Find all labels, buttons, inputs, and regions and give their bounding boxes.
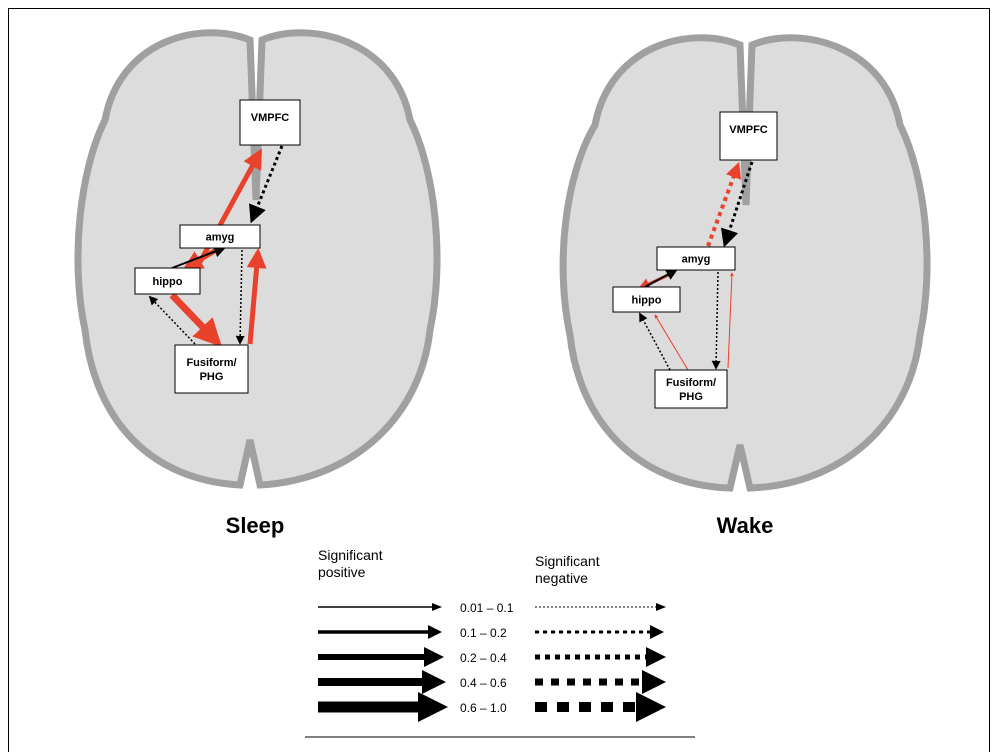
node: amyg xyxy=(180,225,260,248)
node: Fusiform/PHG xyxy=(175,345,248,393)
node-label: VMPFC xyxy=(729,124,768,136)
figure: VMPFC amyg hippo Fusiform/PHG VMPFC amyg hippo… xyxy=(0,0,998,752)
node: VMPFC xyxy=(240,100,300,145)
legend-heading: positive xyxy=(318,564,366,580)
node-label: VMPFC xyxy=(251,112,290,124)
node: hippo xyxy=(613,287,680,312)
legend-heading: Significant xyxy=(318,547,383,563)
node: amyg xyxy=(657,247,735,270)
panel-title: Sleep xyxy=(226,513,285,538)
legend-range: 0.01 – 0.1 xyxy=(460,601,514,615)
node: Fusiform/PHG xyxy=(655,370,727,408)
node-label: hippo xyxy=(632,295,662,307)
node-box xyxy=(720,112,777,160)
node-label: amyg xyxy=(206,232,235,244)
node-label: hippo xyxy=(153,276,183,288)
node-box xyxy=(175,345,248,393)
legend-heading: negative xyxy=(535,570,588,586)
node-label: Fusiform/ xyxy=(186,357,236,369)
node-label: PHG xyxy=(679,391,703,403)
node-label: Fusiform/ xyxy=(666,377,716,389)
brain-wake xyxy=(563,38,927,488)
legend-range: 0.4 – 0.6 xyxy=(460,676,507,690)
legend-range: 0.2 – 0.4 xyxy=(460,651,507,665)
node-label: PHG xyxy=(200,371,224,383)
panel-title: Wake xyxy=(717,513,774,538)
legend-range: 0.1 – 0.2 xyxy=(460,626,507,640)
legend-heading: Significant xyxy=(535,553,600,569)
node: hippo xyxy=(135,268,200,294)
node-label: amyg xyxy=(682,254,711,266)
node: VMPFC xyxy=(720,112,777,160)
legend-range: 0.6 – 1.0 xyxy=(460,701,507,715)
